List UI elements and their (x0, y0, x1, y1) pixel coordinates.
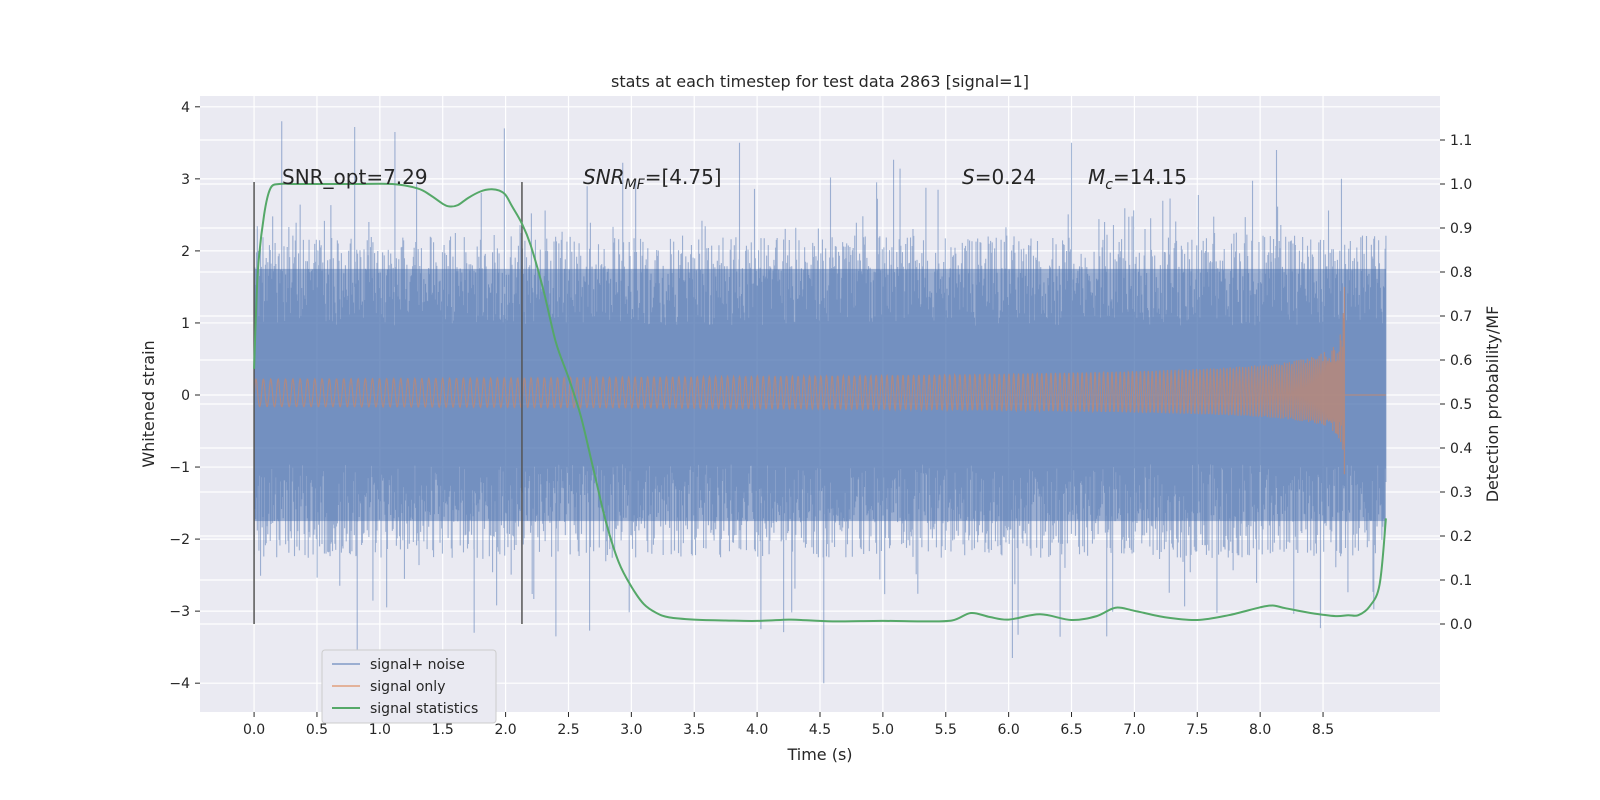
legend-label-signal-only: signal only (370, 679, 445, 695)
legend-label-signal-noise: signal+ noise (370, 657, 465, 673)
chart-title: stats at each timestep for test data 286… (611, 72, 1029, 91)
y-axis-right-label: Detection probability/MF (1483, 306, 1502, 503)
y-right-tick-label: 0.9 (1450, 221, 1472, 237)
x-tick-label: 3.0 (620, 722, 642, 738)
y-tick-label: 3 (181, 172, 190, 188)
x-axis-label: Time (s) (786, 745, 852, 764)
y-right-tick-label: 0.6 (1450, 353, 1472, 369)
y-tick-label: 4 (181, 100, 190, 116)
y-right-tick-label: 0.5 (1450, 397, 1472, 413)
mc-subscript: c (1105, 177, 1113, 193)
y-right-tick-label: 1.1 (1450, 133, 1472, 149)
signal-statistics-series (253, 182, 1387, 623)
mc-symbol: M (1088, 165, 1105, 189)
x-tick-label: 0.5 (306, 722, 328, 738)
y-right-tick-label: 0.0 (1450, 617, 1472, 633)
y-right-tick-label: 1.0 (1450, 177, 1472, 193)
x-tick-label: 7.5 (1186, 722, 1208, 738)
x-tick-label: 5.5 (935, 722, 957, 738)
y-right-tick-label: 0.4 (1450, 441, 1472, 457)
x-axis: 0.0 0.5 1.0 1.5 2.0 2.5 3.0 3.5 4.0 4.5 5.0 5.5 6.0 6… (243, 712, 1334, 738)
y-right-tick-label: 0.1 (1450, 573, 1472, 589)
y-right-tick-label: 0.2 (1450, 529, 1472, 545)
annotation-snr-mf: SNRMF=[4.75] (583, 165, 722, 193)
statistics-line (253, 182, 1387, 623)
x-tick-label: 2.0 (494, 722, 516, 738)
chirp-line (253, 286, 1386, 475)
x-tick-label: 6.5 (1060, 722, 1082, 738)
x-tick-label: 1.0 (369, 722, 391, 738)
snr-mf-value: =[4.75] (645, 165, 722, 189)
annotation-snr-opt: SNR_opt=7.29 (282, 165, 428, 189)
annotation-s: S=0.24 (962, 165, 1036, 189)
annotation-mc: Mc=14.15 (1088, 165, 1187, 193)
y-tick-label: −1 (169, 460, 190, 476)
x-tick-label: 3.5 (683, 722, 705, 738)
legend: signal+ noise signal only signal statist… (321, 649, 497, 724)
y-right-tick-label: 0.7 (1450, 309, 1472, 325)
snr-mf-symbol: SNR (583, 165, 625, 189)
x-tick-label: 5.0 (872, 722, 894, 738)
s-symbol: S (962, 165, 975, 189)
x-tick-label: 8.0 (1249, 722, 1271, 738)
x-tick-label: 8.5 (1312, 722, 1334, 738)
x-tick-label: 2.5 (557, 722, 579, 738)
vertical-markers (253, 182, 523, 624)
legend-label-signal-statistics: signal statistics (370, 701, 478, 717)
y-tick-label: −3 (169, 604, 190, 620)
y-tick-label: −4 (169, 676, 190, 692)
signal-only-series (253, 286, 1386, 475)
x-tick-label: 6.0 (998, 722, 1020, 738)
s-value: =0.24 (975, 165, 1036, 189)
y-axis-label: Whitened strain (139, 340, 158, 467)
y-tick-label: 1 (181, 316, 190, 332)
y-axis-right: 1.1 1.0 0.9 0.8 0.7 0.6 0.5 0.4 0.3 0.2 0.1 0.0 (1440, 133, 1472, 633)
y-axis-left: 4 3 2 1 0 −1 −2 −3 −4 (169, 100, 200, 692)
x-tick-label: 4.0 (746, 722, 768, 738)
x-tick-label: 1.5 (432, 722, 454, 738)
y-tick-label: 0 (181, 388, 190, 404)
x-tick-label: 7.0 (1123, 722, 1145, 738)
x-tick-label: 4.5 (809, 722, 831, 738)
mc-value: =14.15 (1113, 165, 1187, 189)
x-tick-label: 0.0 (243, 722, 265, 738)
y-tick-label: −2 (169, 532, 190, 548)
legend-box (321, 649, 497, 724)
y-right-tick-label: 0.3 (1450, 485, 1472, 501)
y-tick-label: 2 (181, 244, 190, 260)
y-right-tick-label: 0.8 (1450, 265, 1472, 281)
snr-mf-subscript: MF (625, 177, 646, 193)
